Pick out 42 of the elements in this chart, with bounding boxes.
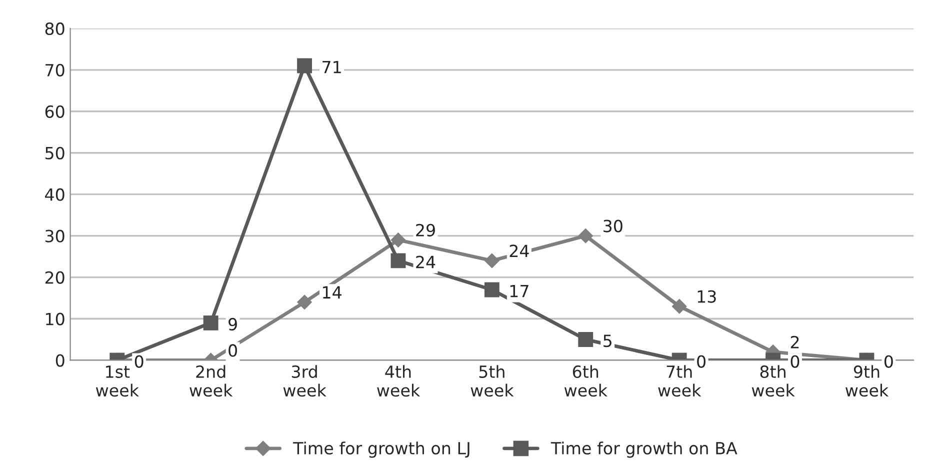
point: [390, 232, 406, 248]
y-tick-label: 50: [45, 146, 64, 160]
data-label: 29: [416, 224, 435, 236]
y-tick-label: 60: [45, 105, 64, 118]
data-label: 24: [510, 244, 529, 257]
data-label: 14: [323, 286, 342, 298]
point: [297, 294, 312, 310]
point: [484, 253, 500, 268]
x-tick-label: 3rd week: [283, 365, 326, 397]
x-tick-label: 6th week: [564, 365, 608, 397]
data-label: 71: [322, 60, 341, 74]
data-label: 5: [604, 334, 612, 348]
data-label: 24: [416, 256, 436, 268]
point: [578, 332, 594, 347]
point: [484, 282, 500, 298]
x-tick-label: 2nd week: [190, 365, 233, 397]
y-tick-label: 10: [46, 312, 64, 326]
y-tick-label: 30: [45, 230, 64, 242]
point: [390, 253, 406, 268]
data-label: 9: [228, 318, 237, 331]
data-label: 0: [697, 355, 706, 368]
y-tick-label: 40: [45, 188, 64, 201]
point: [672, 298, 687, 314]
data-label: 0: [790, 355, 800, 368]
data-label: 2: [790, 336, 799, 348]
y-tick-label: 80: [45, 22, 64, 36]
data-label: 13: [698, 290, 716, 303]
data-label: 0: [884, 355, 893, 368]
x-tick-label: 4th week: [377, 365, 420, 397]
data-label: 0: [228, 344, 237, 357]
y-tick-label: 70: [46, 64, 64, 76]
y-tick-label: 0: [56, 354, 64, 367]
data-label: 17: [510, 284, 528, 298]
legend-label: Time for growth on LJ: [293, 442, 470, 458]
y-tick-label: 20: [45, 271, 64, 284]
legend-label: Time for growth on BA: [550, 442, 738, 458]
point: [203, 315, 218, 330]
point: [297, 58, 312, 74]
point: [578, 228, 594, 244]
data-label: 0: [134, 355, 144, 368]
data-label: 30: [604, 220, 622, 232]
x-tick-label: 5th week: [470, 365, 514, 397]
